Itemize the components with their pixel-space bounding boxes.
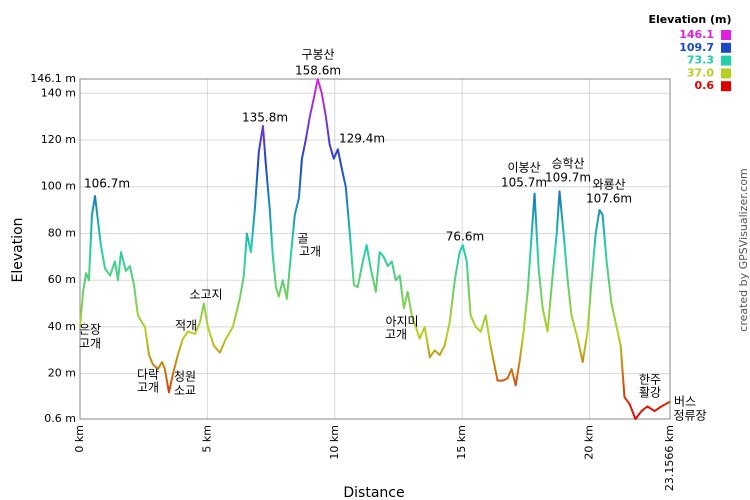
legend-label: 37.0 bbox=[687, 66, 714, 79]
annotation: 소교 bbox=[174, 384, 196, 398]
legend-label: 73.3 bbox=[687, 54, 714, 67]
annotation: 76.6m bbox=[446, 230, 484, 244]
y-tick-label: 146.1 m bbox=[30, 72, 76, 85]
annotation: 105.7m bbox=[501, 176, 547, 190]
legend-swatch bbox=[721, 30, 731, 40]
legend-label: 146.1 bbox=[679, 28, 714, 41]
annotation: 은장 bbox=[79, 323, 101, 337]
annotation: 107.6m bbox=[586, 192, 632, 206]
annotation: 다락 bbox=[137, 368, 159, 382]
legend-swatch bbox=[721, 55, 731, 66]
legend-label: 109.7 bbox=[679, 41, 714, 54]
annotation: 적개 bbox=[175, 319, 197, 333]
legend-label: 0.6 bbox=[695, 79, 715, 92]
y-tick-label: 80 m bbox=[48, 226, 76, 239]
annotation: 구봉산 bbox=[301, 48, 334, 62]
annotation: 고개 bbox=[299, 245, 321, 259]
y-tick-label: 100 m bbox=[41, 180, 76, 193]
y-tick-label: 0.6 m bbox=[44, 412, 76, 425]
annotation: 고개 bbox=[137, 381, 159, 395]
annotation: 135.8m bbox=[242, 111, 288, 125]
x-axis-title: Distance bbox=[343, 485, 404, 500]
annotation: 버스 bbox=[674, 395, 696, 409]
annotation: 한주 bbox=[639, 373, 661, 387]
annotation: 109.7m bbox=[545, 171, 591, 185]
plot-area bbox=[79, 78, 671, 420]
annotation: 정류장 bbox=[673, 409, 706, 423]
annotation: 고개 bbox=[385, 328, 407, 342]
legend-title: Elevation (m) bbox=[648, 13, 731, 26]
y-tick-label: 60 m bbox=[48, 273, 76, 286]
x-tick-label: 20 km bbox=[583, 425, 596, 460]
x-tick-label: 23.1566 km bbox=[663, 425, 676, 491]
legend-swatch bbox=[721, 68, 731, 79]
plot-border bbox=[79, 78, 671, 420]
annotation: 골 bbox=[297, 232, 308, 246]
x-tick-label: 15 km bbox=[455, 425, 468, 460]
annotation: 활강 bbox=[639, 386, 661, 400]
annotation: 아지미 bbox=[385, 315, 418, 329]
annotation: 이봉산 bbox=[507, 161, 540, 175]
legend-swatch bbox=[721, 42, 731, 53]
annotation: 소고지 bbox=[189, 288, 222, 302]
annotation: 승학산 bbox=[551, 157, 584, 171]
credit: created by GPSVisualizer.com bbox=[737, 168, 750, 331]
legend-swatch bbox=[721, 81, 731, 92]
x-tick-label: 0 km bbox=[73, 425, 86, 453]
x-tick-label: 10 km bbox=[328, 425, 341, 460]
y-tick-label: 20 m bbox=[48, 367, 76, 380]
annotation: 158.6m bbox=[295, 64, 341, 78]
annotation: 고개 bbox=[79, 337, 101, 351]
y-tick-label: 40 m bbox=[48, 320, 76, 333]
annotation: 청원 bbox=[174, 370, 196, 384]
y-axis-title: Elevation bbox=[10, 217, 26, 282]
annotation: 129.4m bbox=[339, 132, 385, 146]
annotation: 와룡산 bbox=[592, 178, 625, 192]
y-tick-label: 140 m bbox=[41, 86, 76, 99]
elevation-line bbox=[79, 78, 671, 420]
y-tick-label: 120 m bbox=[41, 133, 76, 146]
x-tick-label: 5 km bbox=[200, 425, 213, 453]
annotation: 106.7m bbox=[84, 177, 130, 191]
